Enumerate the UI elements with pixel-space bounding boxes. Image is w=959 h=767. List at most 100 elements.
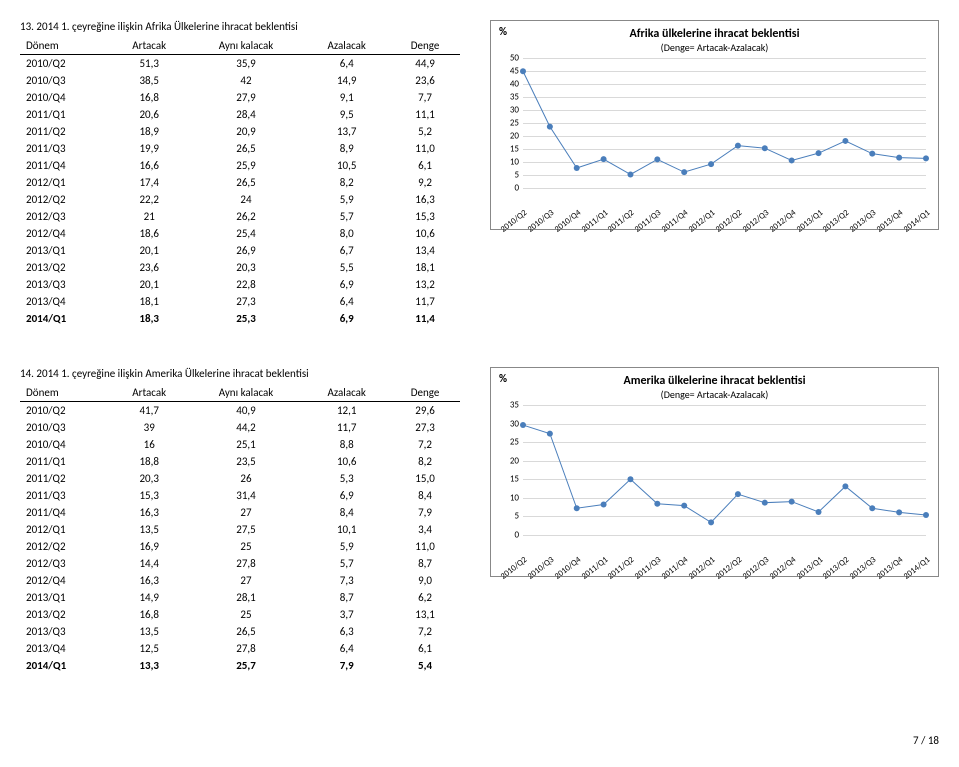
table-cell: 2012/Q3 [20, 208, 110, 225]
table-cell: 26,5 [189, 174, 304, 191]
table-cell: 15,3 [390, 208, 460, 225]
table-cell: 27,3 [390, 419, 460, 436]
table-cell: 7,2 [390, 436, 460, 453]
table-cell: 39 [110, 419, 189, 436]
table-cell: 2011/Q2 [20, 470, 110, 487]
y-tick: 5 [514, 511, 519, 522]
table-cell: 26,5 [189, 140, 304, 157]
x-tick: 2013/Q2 [821, 208, 851, 235]
table-cell: 18,6 [110, 225, 189, 242]
table-row: 2011/Q118,823,510,68,2 [20, 453, 460, 470]
table-cell: 27,9 [189, 89, 304, 106]
table-row: 2013/Q313,526,56,37,2 [20, 623, 460, 640]
page-footer: 7 / 18 [20, 734, 939, 747]
chart-marker [816, 509, 822, 515]
chart-marker [789, 499, 795, 505]
table-cell: 35,9 [189, 55, 304, 73]
table-cell: 20,9 [189, 123, 304, 140]
table-cell: 5,9 [303, 538, 390, 555]
chart-marker [842, 483, 848, 489]
chart-marker [896, 509, 902, 515]
table-row: 2013/Q412,527,86,46,1 [20, 640, 460, 657]
y-tick: 35 [510, 400, 519, 411]
table-cell: 10,6 [303, 453, 390, 470]
table-cell: 13,5 [110, 623, 189, 640]
x-tick: 2012/Q3 [741, 208, 771, 235]
section: 14. 2014 1. çeyreğine ilişkin Amerika Ül… [20, 367, 939, 674]
table-cell: 6,1 [390, 157, 460, 174]
x-tick: 2010/Q2 [499, 555, 529, 582]
table-cell: 25,4 [189, 225, 304, 242]
table-cell: 25 [189, 606, 304, 623]
table-cell: 2011/Q1 [20, 453, 110, 470]
table-cell: 11,0 [390, 140, 460, 157]
table-cell: 20,1 [110, 242, 189, 259]
table-block: 13. 2014 1. çeyreğine ilişkin Afrika Ülk… [20, 20, 460, 327]
chart-marker [789, 157, 795, 163]
table-cell: 13,3 [110, 657, 189, 674]
table-cell: 22,2 [110, 191, 189, 208]
table-cell: 16,3 [390, 191, 460, 208]
column-header: Denge [390, 37, 460, 55]
x-tick: 2011/Q2 [606, 555, 636, 582]
y-tick: 30 [510, 418, 519, 429]
table-cell: 16,6 [110, 157, 189, 174]
table-cell: 2010/Q3 [20, 72, 110, 89]
chart-marker [923, 512, 929, 518]
table-cell: 2010/Q2 [20, 55, 110, 73]
y-tick: 5 [514, 170, 519, 181]
table-cell: 13,5 [110, 521, 189, 538]
table-cell: 40,9 [189, 402, 304, 420]
table-cell: 2011/Q1 [20, 106, 110, 123]
table-cell: 51,3 [110, 55, 189, 73]
table-cell: 24 [189, 191, 304, 208]
x-tick: 2010/Q2 [499, 208, 529, 235]
section-title: 14. 2014 1. çeyreğine ilişkin Amerika Ül… [20, 367, 460, 380]
x-tick: 2013/Q2 [821, 555, 851, 582]
table-cell: 23,6 [110, 259, 189, 276]
y-tick: 15 [510, 474, 519, 485]
table-cell: 44,9 [390, 55, 460, 73]
table-cell: 23,6 [390, 72, 460, 89]
chart-title: Amerika ülkelerine ihracat beklentisi [499, 374, 930, 388]
x-tick: 2010/Q4 [553, 208, 583, 235]
table-cell: 9,5 [303, 106, 390, 123]
table-cell: 8,4 [390, 487, 460, 504]
table-cell: 2014/Q1 [20, 657, 110, 674]
table-cell: 9,0 [390, 572, 460, 589]
table-cell: 11,7 [390, 293, 460, 310]
table-cell: 2011/Q2 [20, 123, 110, 140]
x-tick: 2012/Q1 [687, 555, 717, 582]
chart-marker [574, 165, 580, 171]
table-cell: 20,3 [110, 470, 189, 487]
table-cell: 2010/Q4 [20, 89, 110, 106]
table-cell: 2013/Q4 [20, 640, 110, 657]
table-cell: 5,7 [303, 208, 390, 225]
x-tick: 2011/Q1 [580, 555, 610, 582]
table-cell: 18,1 [390, 259, 460, 276]
table-cell: 27 [189, 572, 304, 589]
table-cell: 42 [189, 72, 304, 89]
table-cell: 8,0 [303, 225, 390, 242]
table-row: 2011/Q220,3265,315,0 [20, 470, 460, 487]
table-cell: 25 [189, 538, 304, 555]
column-header: Dönem [20, 384, 110, 402]
table-cell: 5,4 [390, 657, 460, 674]
table-cell: 18,8 [110, 453, 189, 470]
column-header: Denge [390, 384, 460, 402]
chart-marker [816, 150, 822, 156]
table-cell: 2012/Q3 [20, 555, 110, 572]
table-cell: 20,6 [110, 106, 189, 123]
y-tick: 15 [510, 144, 519, 155]
table-cell: 27 [189, 504, 304, 521]
chart-marker [708, 519, 714, 525]
chart-marker [547, 431, 553, 437]
table-cell: 7,7 [390, 89, 460, 106]
x-axis-labels: 2010/Q22010/Q32010/Q42011/Q12011/Q22011/… [523, 535, 926, 569]
table-row: 2014/Q118,325,36,911,4 [20, 310, 460, 327]
table-cell: 11,0 [390, 538, 460, 555]
table-cell: 26,2 [189, 208, 304, 225]
table-cell: 6,4 [303, 640, 390, 657]
table-cell: 6,9 [303, 487, 390, 504]
x-tick: 2012/Q4 [768, 555, 798, 582]
